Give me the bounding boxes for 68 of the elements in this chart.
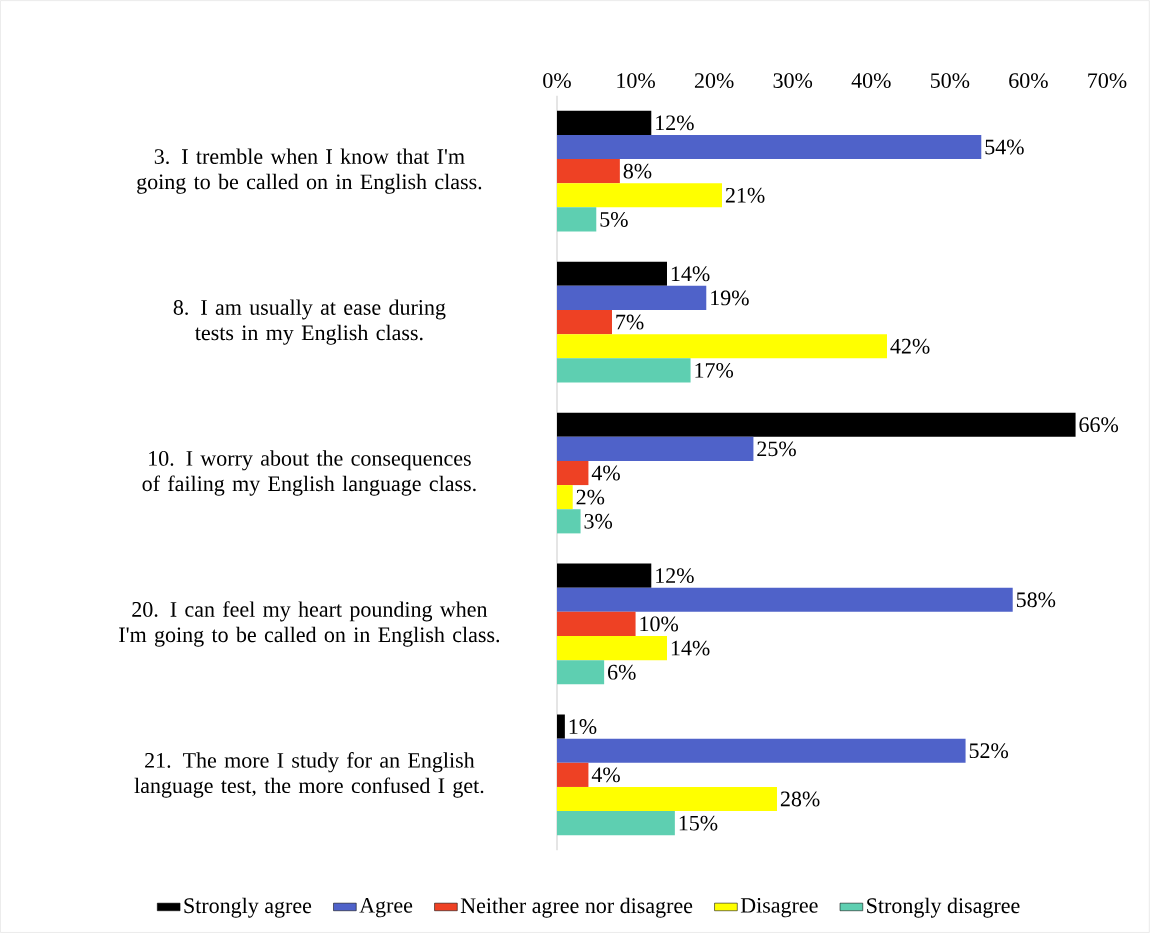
data-label: 6% [608,664,636,680]
bar [557,786,777,812]
bar [557,261,667,286]
y-tick-label: 3. I tremble when I know that I'm going to be called on in English class. [137,148,482,194]
bar [557,563,652,588]
legend-label: Strongly disagree [867,897,1020,918]
bar [557,509,581,534]
data-label: 14% [671,640,710,656]
data-label: 8% [623,163,652,179]
bar [557,738,966,763]
bar [557,485,573,510]
legend-label: Neither agree nor disagree [460,897,693,918]
bar [557,412,1076,437]
y-tick-label: 21. The more I study for an English language test, the more confused I get. [134,752,484,798]
legend-label: Strongly agree [184,897,312,918]
data-label: 52% [969,743,1009,759]
data-label: 25% [757,441,796,457]
legend-label: Disagree [740,898,818,918]
data-label: 15% [679,815,718,831]
bar [557,611,636,637]
bar [557,358,691,383]
data-label: 54% [985,139,1024,155]
y-tick-label: 20. I can feel my heart pounding when I'm going to be called on in English class. [119,601,500,647]
data-label: 5% [600,211,628,227]
data-label: 7% [616,314,644,330]
x-tick-label: 10% [617,73,655,89]
bar [557,334,887,359]
data-label: 19% [711,290,749,306]
bar [557,134,982,160]
bar [557,110,652,135]
y-tick-label: 10. I worry about the consequences of failing my English language class. [142,450,476,496]
data-label: 58% [1016,592,1056,608]
data-label: 10% [640,616,679,632]
data-label: 3% [584,513,613,529]
x-tick-label: 50% [930,73,970,89]
data-label: 28% [780,791,820,807]
bar [557,310,612,335]
data-label: 14% [671,266,710,282]
data-label: 12% [656,568,694,584]
data-label: 12% [656,115,694,131]
bar [557,714,565,739]
bar [557,285,707,311]
y-tick-label: 8. I am usually at ease during tests in my English class. [173,299,446,345]
data-label: 1% [569,719,597,735]
bar [557,811,675,836]
bar [557,159,620,184]
bar [557,762,589,787]
data-label: 66% [1079,417,1119,433]
bar [557,587,1013,612]
bar [557,183,722,208]
data-label: 4% [591,465,620,481]
data-label: 2% [576,489,605,505]
x-tick-label: 40% [851,73,891,89]
bar [557,436,754,461]
data-label: 4% [591,767,620,783]
data-label: 21% [725,187,765,203]
data-label: 42% [890,338,930,354]
x-tick-label: 70% [1088,73,1127,89]
x-tick-label: 30% [773,73,813,89]
x-tick-label: 60% [1009,73,1048,89]
bar [557,660,605,685]
bar [557,207,597,232]
bar [557,636,667,661]
legend-label: Agree [359,898,413,918]
data-label: 17% [695,362,734,378]
x-tick-label: 20% [694,73,734,89]
bar [557,460,589,486]
x-tick-label: 0% [543,73,571,89]
